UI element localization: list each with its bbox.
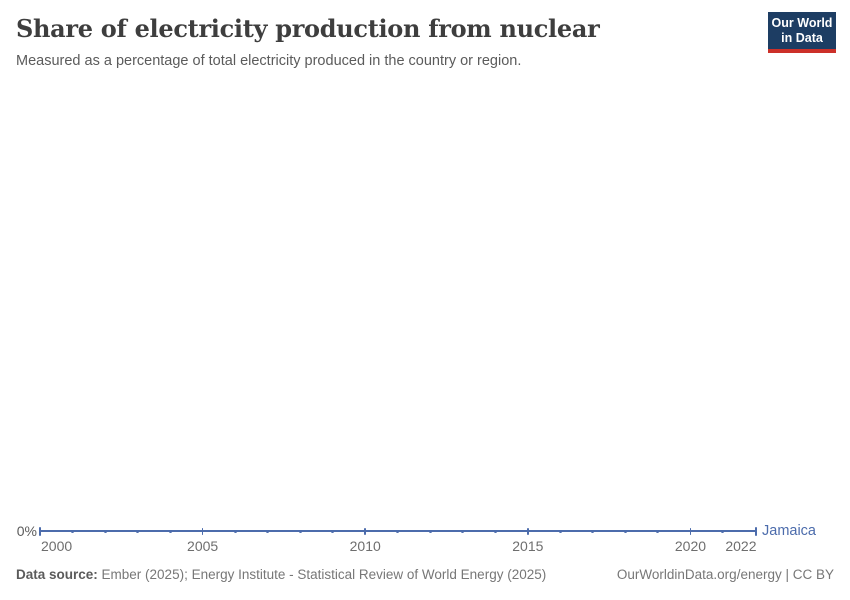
data-point-2004	[168, 529, 172, 533]
data-point-2001	[71, 529, 75, 533]
x-tick-label-2000: 2000	[41, 538, 73, 554]
chart-title: Share of electricity production from nuc…	[16, 14, 600, 43]
data-point-2009	[331, 529, 335, 533]
data-point-2010	[364, 527, 366, 535]
data-point-2020	[689, 527, 692, 535]
data-point-2019	[656, 529, 660, 533]
data-source-note: Data source: Ember (2025); Energy Instit…	[16, 567, 546, 582]
owid-logo-line2: in Data	[781, 30, 823, 45]
data-point-2014	[493, 529, 497, 533]
data-point-2013	[461, 529, 465, 533]
x-tick-label-2015: 2015	[512, 538, 544, 554]
data-point-2022	[754, 526, 757, 536]
license-note: OurWorldinData.org/energy | CC BY	[616, 567, 834, 582]
data-point-2006	[233, 529, 237, 533]
series-end-label-jamaica: Jamaica	[762, 523, 816, 539]
data-point-2018	[623, 529, 627, 533]
x-tick-label-2022: 2022	[725, 538, 757, 554]
owid-logo: Our World in Data	[768, 12, 836, 53]
data-point-2003	[136, 529, 140, 533]
data-point-2011	[396, 529, 400, 533]
data-point-2005	[201, 527, 204, 535]
x-tick-label-2020: 2020	[674, 538, 707, 554]
x-tick-label-2005: 2005	[187, 538, 219, 554]
data-point-2015	[527, 527, 529, 535]
x-tick-label-2010: 2010	[349, 538, 381, 554]
y-axis-zero-label: 0%	[16, 523, 37, 539]
data-point-2007	[266, 529, 270, 533]
data-point-2021	[721, 529, 725, 533]
data-point-2002	[103, 529, 107, 533]
chart-subtitle: Measured as a percentage of total electr…	[16, 53, 522, 69]
owid-logo-line1: Our World	[771, 16, 833, 31]
data-point-2000	[39, 526, 41, 536]
data-point-2017	[591, 529, 595, 533]
data-source-label: Data source:	[16, 567, 98, 582]
chart-footer: Data source: Ember (2025); Energy Instit…	[16, 567, 834, 582]
data-source-text: Ember (2025); Energy Institute - Statist…	[97, 567, 547, 582]
data-point-2016	[558, 529, 562, 533]
data-point-2012	[428, 529, 432, 533]
data-point-2008	[298, 529, 302, 533]
